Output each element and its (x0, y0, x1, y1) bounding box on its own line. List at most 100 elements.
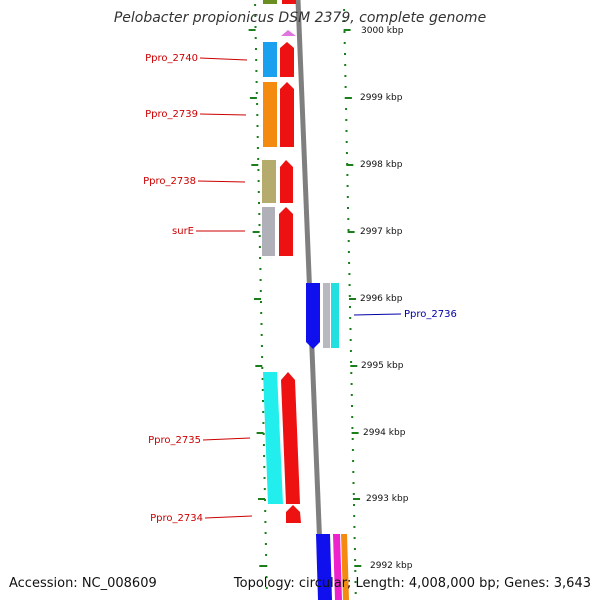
guide-dot (255, 81, 258, 83)
guide-dot (257, 158, 260, 160)
scale-label: 2997 kbp (360, 227, 403, 237)
guide-dot (263, 455, 266, 457)
major-tick (350, 365, 358, 367)
guide-dot (346, 196, 349, 198)
major-tick (346, 164, 354, 166)
gene-ppro-2740[interactable] (263, 42, 294, 77)
guide-dot (353, 548, 356, 550)
guide-dot (258, 202, 260, 204)
guide-dot (345, 141, 348, 143)
guide-dot (258, 246, 261, 248)
gene-label[interactable]: Ppro_2739 (145, 109, 198, 120)
guide-dot (343, 31, 346, 33)
guide-dot (262, 411, 265, 413)
gene-arrow-ppro-2739 (280, 82, 294, 147)
gene-ppro-2738[interactable] (262, 160, 293, 203)
gene-ppro-2739[interactable] (263, 82, 294, 147)
gene-box-ppro-2735-cog (263, 372, 283, 504)
gene-label[interactable]: Ppro_2734 (150, 513, 203, 524)
gene-label-lines (196, 57, 402, 519)
guide-dot (349, 350, 352, 352)
accession-text: Accession: NC_008609 (9, 576, 157, 591)
guide-dot (352, 471, 355, 473)
gene-box-bottom-blue (316, 534, 332, 600)
major-tick (256, 432, 264, 434)
guide-dot (350, 372, 353, 374)
guide-dot (255, 70, 258, 72)
gene-box-ppro-2736-grey (323, 283, 330, 348)
guide-dot (255, 48, 257, 50)
major-tick (354, 565, 362, 567)
gene-arrow-sure (279, 207, 293, 256)
gene-labels: Ppro_2740 Ppro_2739 Ppro_2738 surE Ppro_… (143, 53, 457, 524)
guide-dot (351, 438, 354, 440)
scale-labels: 3000 kbp 2999 kbp 2998 kbp 2997 kbp 2996… (360, 26, 413, 571)
gene-box-bottom-orange (341, 534, 349, 600)
guide-dot (354, 592, 357, 594)
guide-dot (347, 218, 350, 220)
guide-dot (343, 20, 346, 22)
guide-dot (260, 345, 263, 347)
guide-dot (345, 130, 348, 132)
guide-dot (263, 488, 266, 490)
guide-dot (352, 482, 355, 484)
major-tick (249, 97, 257, 99)
guide-dot (352, 460, 355, 462)
guide-dot (345, 119, 348, 121)
major-tick (259, 565, 267, 567)
scale-label: 2994 kbp (363, 428, 406, 438)
guide-dot (344, 64, 347, 66)
gene-ppro-2736[interactable] (306, 283, 339, 349)
guide-dot (346, 185, 349, 187)
gene-ppro-2735[interactable] (263, 372, 300, 504)
gene-label[interactable]: Ppro_2738 (143, 176, 196, 187)
guide-dot (256, 114, 259, 116)
guide-dot (353, 537, 356, 539)
guide-dot (354, 570, 357, 572)
scale-label: 3000 kbp (361, 26, 404, 36)
gene-box-ppro-2738-cog (262, 160, 276, 203)
gene-label[interactable]: Ppro_2736 (404, 309, 457, 320)
scale-label: 2999 kbp (360, 93, 403, 103)
scale-label: 2995 kbp (361, 361, 404, 371)
guide-dot (351, 405, 353, 407)
guide-dot (256, 125, 259, 127)
guide-dot (352, 493, 355, 495)
guide-dot (346, 174, 349, 176)
scale-label: 2992 kbp (370, 561, 413, 571)
gene-box-sure-cog (262, 207, 275, 256)
guide-dot (261, 367, 264, 369)
guide-dot (260, 312, 263, 314)
guide-dot (348, 295, 351, 297)
guide-dot (347, 229, 350, 231)
guide-dot (347, 207, 349, 209)
guide-dot (348, 273, 351, 275)
guide-dot (353, 504, 355, 506)
guide-dot (257, 191, 260, 193)
guide-dot (350, 361, 353, 363)
guide-dot (256, 136, 259, 138)
gene-label[interactable]: Ppro_2735 (148, 435, 201, 446)
major-tick (349, 298, 356, 300)
gene-label[interactable]: surE (172, 226, 194, 237)
gene-ppro-2734[interactable] (286, 505, 301, 523)
track-guides (254, 4, 357, 594)
guide-dot (344, 75, 347, 77)
guide-dot (353, 515, 356, 517)
scale-ticks (248, 29, 362, 567)
gene-box-top-right (282, 0, 296, 4)
guide-dot (349, 317, 352, 319)
guide-dot (255, 92, 258, 94)
guide-dot (260, 323, 263, 325)
guide-dot (350, 394, 353, 396)
guide-dot (254, 4, 257, 6)
guide-dot (344, 53, 346, 55)
gene-arrow-ppro-2740 (280, 42, 294, 77)
guide-dot (349, 328, 352, 330)
guide-dot (265, 587, 268, 589)
gene-sure[interactable] (262, 207, 293, 256)
guide-dot (343, 42, 346, 44)
gene-label[interactable]: Ppro_2740 (145, 53, 198, 64)
guide-dot (354, 581, 357, 583)
guide-dot (265, 576, 268, 578)
